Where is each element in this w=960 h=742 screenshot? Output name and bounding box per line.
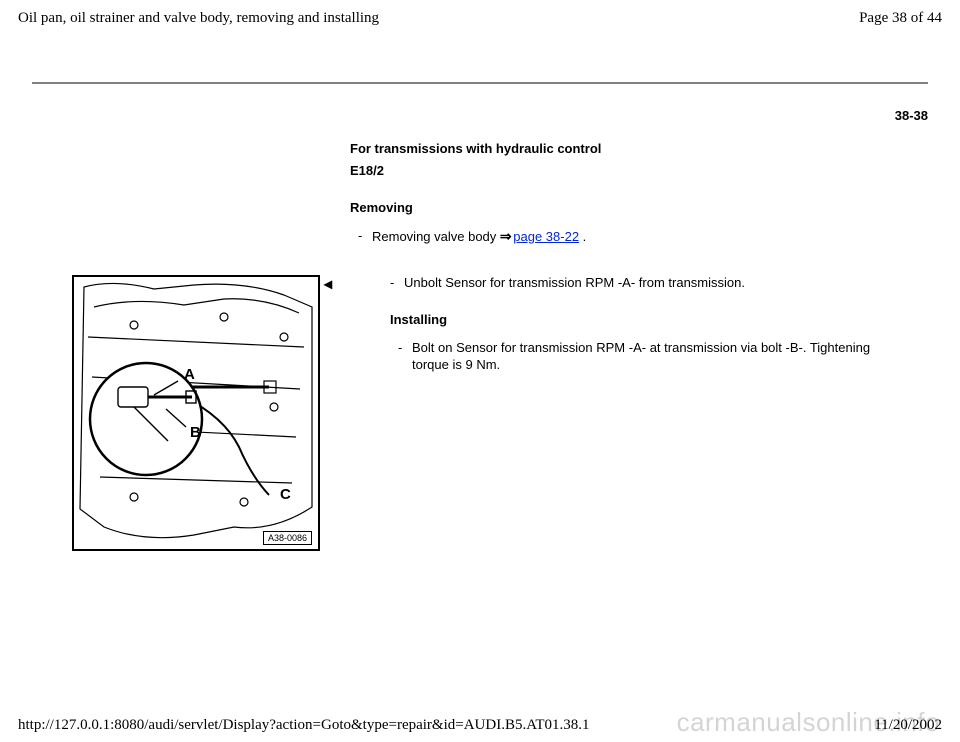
bullet-removing-valve-body: - Removing valve body ⇒ page 38-22 . [358, 227, 900, 246]
section-heading-line2: E18/2 [350, 162, 900, 180]
footer-date: 11/20/2002 [874, 717, 942, 734]
figure-label-c: C [280, 486, 291, 503]
header-page-info: Page 38 of 44 [859, 10, 942, 27]
bullet1-suffix: . [579, 229, 586, 244]
bullet-text: Removing valve body ⇒ page 38-22 . [372, 227, 900, 246]
bullet-bolt-sensor: - Bolt on Sensor for transmission RPM -A… [398, 339, 900, 374]
print-footer: http://127.0.0.1:8080/audi/servlet/Displ… [18, 717, 942, 734]
content-column: For transmissions with hydraulic control… [350, 140, 900, 380]
figure-svg: A B C [74, 277, 318, 549]
header-title: Oil pan, oil strainer and valve body, re… [18, 10, 379, 27]
removing-subhead: Removing [350, 199, 900, 217]
page-code: 38-38 [895, 108, 928, 123]
section-heading-line1: For transmissions with hydraulic control [350, 140, 900, 158]
figure-transmission-diagram: A B C A38-0086 [72, 275, 320, 551]
installing-subhead: Installing [390, 311, 900, 329]
bullet-dash: - [358, 227, 372, 246]
figure-label-a: A [184, 366, 195, 383]
page-root: Oil pan, oil strainer and valve body, re… [0, 0, 960, 742]
cross-ref-arrow-icon: ⇒ [500, 228, 510, 244]
figure-pointer-icon: ◂ [324, 274, 332, 296]
bullet1-prefix: Removing valve body [372, 229, 500, 244]
bullet-text: Bolt on Sensor for transmission RPM -A- … [412, 339, 900, 374]
bullet-unbolt-sensor: - Unbolt Sensor for transmission RPM -A-… [390, 274, 900, 292]
print-header: Oil pan, oil strainer and valve body, re… [18, 10, 942, 27]
horizontal-rule [32, 82, 928, 84]
bullet-dash: - [390, 274, 404, 292]
bullet-dash: - [398, 339, 412, 374]
figure-code: A38-0086 [263, 531, 312, 545]
figure-label-b: B [190, 424, 201, 441]
page-ref-link[interactable]: page 38-22 [513, 229, 579, 244]
pointer-row: ◂ - Unbolt Sensor for transmission RPM -… [350, 274, 900, 292]
bullet-text: Unbolt Sensor for transmission RPM -A- f… [404, 274, 900, 292]
footer-url: http://127.0.0.1:8080/audi/servlet/Displ… [18, 717, 590, 734]
